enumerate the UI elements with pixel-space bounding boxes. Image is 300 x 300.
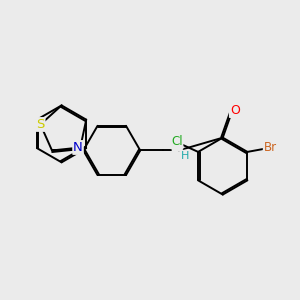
Text: S: S — [36, 118, 45, 131]
Text: N: N — [172, 138, 182, 151]
Text: O: O — [230, 104, 240, 117]
Text: Br: Br — [264, 141, 277, 154]
Text: Cl: Cl — [171, 135, 183, 148]
Text: N: N — [73, 141, 83, 154]
Text: H: H — [181, 151, 189, 160]
